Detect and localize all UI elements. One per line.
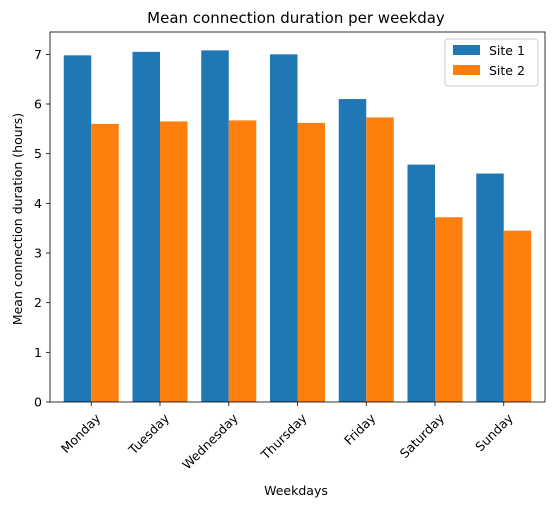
y-tick-label: 7 [34, 47, 42, 62]
legend-label-series2: Site 2 [489, 63, 525, 78]
bar-series2-friday [366, 117, 394, 402]
legend: Site 1 Site 2 [444, 38, 539, 87]
bar-series2-saturday [435, 217, 463, 402]
y-tick-label: 1 [34, 345, 42, 360]
bar-series2-wednesday [228, 120, 257, 403]
legend-label-series1: Site 1 [489, 43, 525, 58]
y-tick-label: 3 [34, 246, 42, 261]
x-tick-label-friday: Friday [341, 410, 379, 448]
bar-series2-thursday [297, 122, 325, 403]
y-tick-label: 0 [34, 395, 42, 410]
bar-series2-monday [91, 123, 119, 402]
axes-frame [49, 31, 546, 403]
legend-swatch-series2 [453, 65, 480, 75]
legend-swatch-series1 [453, 45, 480, 55]
x-tick-label-saturday: Saturday [397, 410, 448, 461]
bar-series1-tuesday [132, 51, 160, 402]
bar-series1-monday [63, 55, 92, 402]
chart-title: Mean connection duration per weekday [147, 9, 445, 27]
bar-series1-saturday [407, 164, 435, 402]
bar-series1-sunday [476, 173, 504, 402]
bar-series1-friday [338, 99, 367, 402]
bar-series1-thursday [270, 54, 298, 402]
y-axis-label: Mean connection duration (hours) [10, 113, 25, 325]
x-tick-label-sunday: Sunday [472, 410, 516, 454]
x-axis-label: Weekdays [264, 483, 328, 498]
y-tick-label: 4 [34, 196, 42, 211]
y-tick-label: 5 [34, 146, 42, 161]
x-tick-label-monday: Monday [58, 410, 104, 456]
plot-area: 0 1 2 3 4 5 6 7 Monday Tuesday Wednesday Thursday Fr… [34, 31, 546, 472]
y-tick-label: 6 [34, 97, 42, 112]
x-tick-label-tuesday: Tuesday [125, 410, 173, 458]
bar-series1-wednesday [201, 50, 229, 402]
x-tick-label-thursday: Thursday [257, 410, 310, 463]
bar-series2-sunday [503, 230, 532, 402]
bar-series2-tuesday [160, 121, 188, 403]
x-tick-label-wednesday: Wednesday [179, 410, 241, 472]
y-tick-label: 2 [34, 295, 42, 310]
